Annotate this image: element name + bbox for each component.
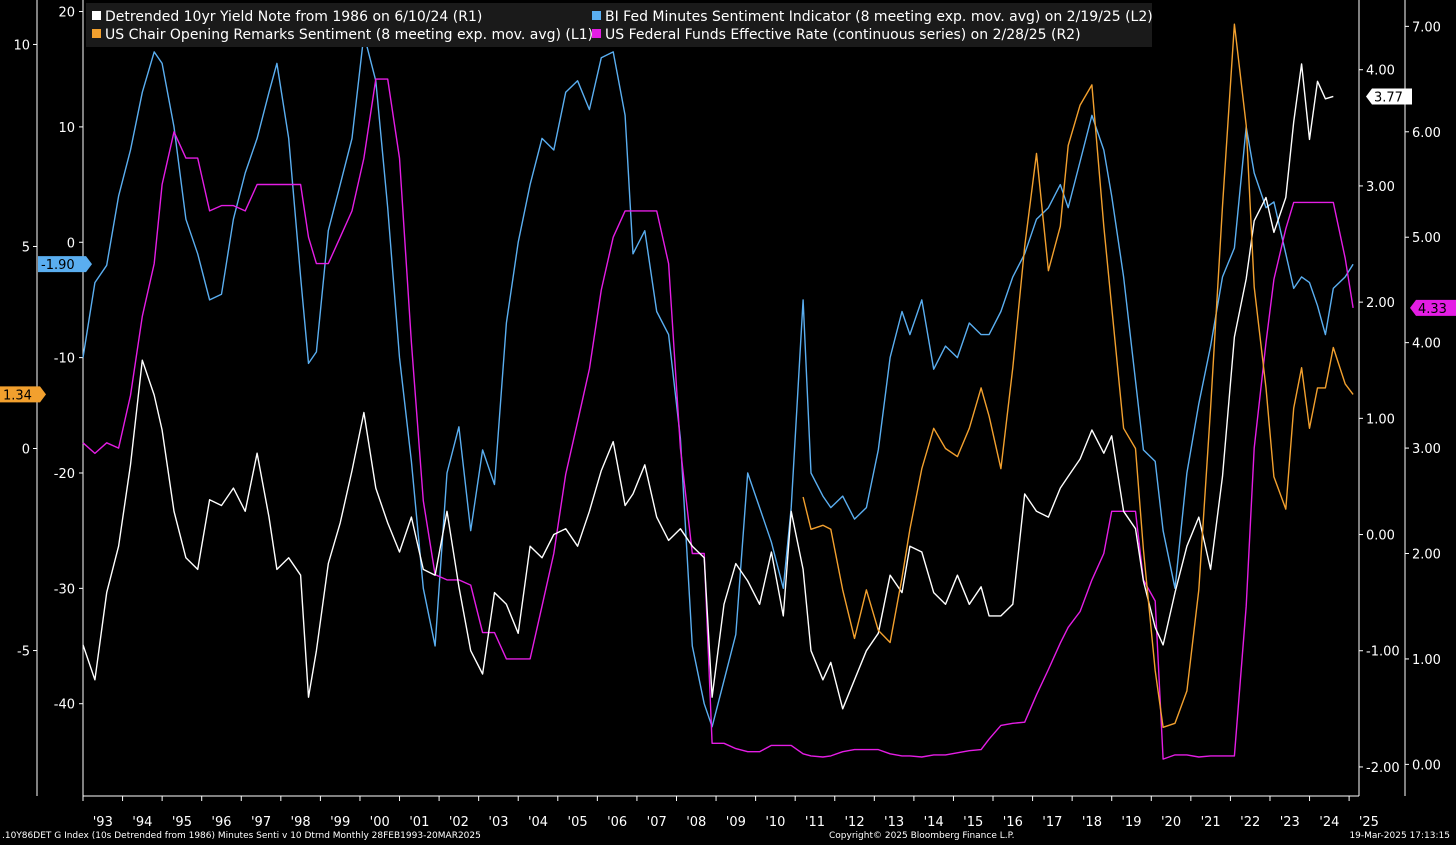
- series-line-L2: [82, 33, 1354, 728]
- x-tick-label: '94: [132, 815, 152, 830]
- tick-label-R2: 2.00: [1412, 548, 1441, 563]
- x-tick-label: '00: [370, 815, 390, 830]
- x-tick-label: '23: [1280, 815, 1300, 830]
- x-tick-label: '99: [330, 815, 350, 830]
- x-tick-label: '95: [172, 815, 192, 830]
- axes: -5 0 5 10 -40 -30 -20 -10 0 10 20 -2.00 -1.00 0.00 1.0…: [13, 0, 1441, 830]
- tick-label-L1: 5: [22, 240, 30, 255]
- last-value-flag-R1: [1366, 88, 1412, 105]
- x-tick-label: '18: [1082, 815, 1102, 830]
- tick-label-R1: -2.00: [1366, 761, 1400, 776]
- legend-label: BI Fed Minutes Sentiment Indicator (8 me…: [605, 9, 1153, 25]
- x-tick-label: '97: [251, 815, 271, 830]
- series-line-L1: [802, 23, 1354, 728]
- x-tick-label: '15: [963, 815, 983, 830]
- legend-swatch: [92, 11, 101, 20]
- last-value-label-L2: -1.90: [41, 258, 75, 273]
- tick-label-L1: 10: [13, 38, 30, 53]
- tick-label-R1: 4.00: [1366, 64, 1395, 79]
- legend-box: [86, 3, 1152, 47]
- x-tick-label: '06: [607, 815, 627, 830]
- tick-label-R2: 0.00: [1412, 758, 1441, 773]
- x-tick-label: '14: [924, 815, 944, 830]
- x-tick-label: '10: [765, 815, 785, 830]
- tick-label-R2: 1.00: [1412, 653, 1441, 668]
- x-tick-label: '20: [1161, 815, 1181, 830]
- x-tick-label: '08: [686, 815, 706, 830]
- x-tick-label: '09: [726, 815, 746, 830]
- tick-label-R1: -1.00: [1366, 645, 1400, 660]
- x-tick-label: '24: [1319, 815, 1339, 830]
- legend-label: Detrended 10yr Yield Note from 1986 on 6…: [105, 9, 482, 25]
- x-tick-label: '04: [528, 815, 548, 830]
- x-tick-label: '07: [647, 815, 667, 830]
- x-tick-label: '03: [488, 815, 508, 830]
- x-tick-label: '21: [1201, 815, 1221, 830]
- last-value-flag-L2: [38, 256, 92, 273]
- series-line-R2: [82, 78, 1354, 760]
- tick-label-R2: 7.00: [1412, 20, 1441, 35]
- x-tick-label: '17: [1042, 815, 1062, 830]
- tick-label-R2: 5.00: [1412, 231, 1441, 246]
- tick-label-R1: 1.00: [1366, 412, 1395, 427]
- x-tick-label: '05: [568, 815, 588, 830]
- tick-label-R1: 2.00: [1366, 296, 1395, 311]
- last-value-label-R1: 3.77: [1374, 90, 1403, 105]
- tick-label-R2: 4.00: [1412, 337, 1441, 352]
- series-layer: [82, 23, 1354, 760]
- legend-swatch: [592, 11, 601, 20]
- last-value-label-L1: 1.34: [3, 388, 32, 403]
- tick-label-R1: 3.00: [1366, 180, 1395, 195]
- tick-label-R2: 3.00: [1412, 442, 1441, 457]
- tick-label-L2: -10: [54, 352, 75, 367]
- legend-swatch: [592, 29, 601, 38]
- x-tick-label: '93: [93, 815, 113, 830]
- legend-label: US Federal Funds Effective Rate (continu…: [605, 27, 1081, 43]
- footer-right: 19-Mar-2025 17:13:15: [1349, 831, 1450, 841]
- x-tick-label: '96: [211, 815, 231, 830]
- last-value-label-R2: 4.33: [1418, 302, 1447, 317]
- plot-area: [83, 0, 1359, 796]
- tick-label-L2: -30: [54, 582, 75, 597]
- last-value-flags: 3.77 -1.90 1.34 4.33: [0, 88, 1456, 403]
- tick-label-L2: 10: [58, 121, 75, 136]
- x-tick-label: '02: [449, 815, 469, 830]
- tick-label-L2: -40: [54, 698, 75, 713]
- tick-label-L1: 0: [22, 443, 30, 458]
- x-tick-label: '12: [844, 815, 864, 830]
- tick-label-L2: 20: [58, 6, 75, 21]
- tick-label-R1: 0.00: [1366, 529, 1395, 544]
- x-tick-label: '11: [805, 815, 825, 830]
- legend-label: US Chair Opening Remarks Sentiment (8 me…: [105, 27, 593, 43]
- x-tick-label: '22: [1240, 815, 1260, 830]
- legend: Detrended 10yr Yield Note from 1986 on 6…: [86, 3, 1153, 47]
- tick-label-L2: 0: [67, 236, 75, 251]
- tick-label-L2: -20: [54, 467, 75, 482]
- last-value-flag-L1: [0, 386, 46, 403]
- series-line-R1: [82, 63, 1334, 710]
- tick-label-R2: 6.00: [1412, 126, 1441, 141]
- tick-label-L1: -5: [17, 645, 30, 660]
- x-tick-label: '13: [884, 815, 904, 830]
- x-tick-label: '25: [1359, 815, 1379, 830]
- x-tick-label: '19: [1121, 815, 1141, 830]
- footer-left: .10Y86DET G Index (10s Detrended from 19…: [2, 831, 481, 841]
- x-tick-label: '16: [1003, 815, 1023, 830]
- x-tick-label: '01: [409, 815, 429, 830]
- footer-center: Copyright© 2025 Bloomberg Finance L.P.: [829, 831, 1015, 841]
- legend-swatch: [92, 29, 101, 38]
- last-value-flag-R2: [1410, 299, 1456, 316]
- x-tick-label: '98: [291, 815, 311, 830]
